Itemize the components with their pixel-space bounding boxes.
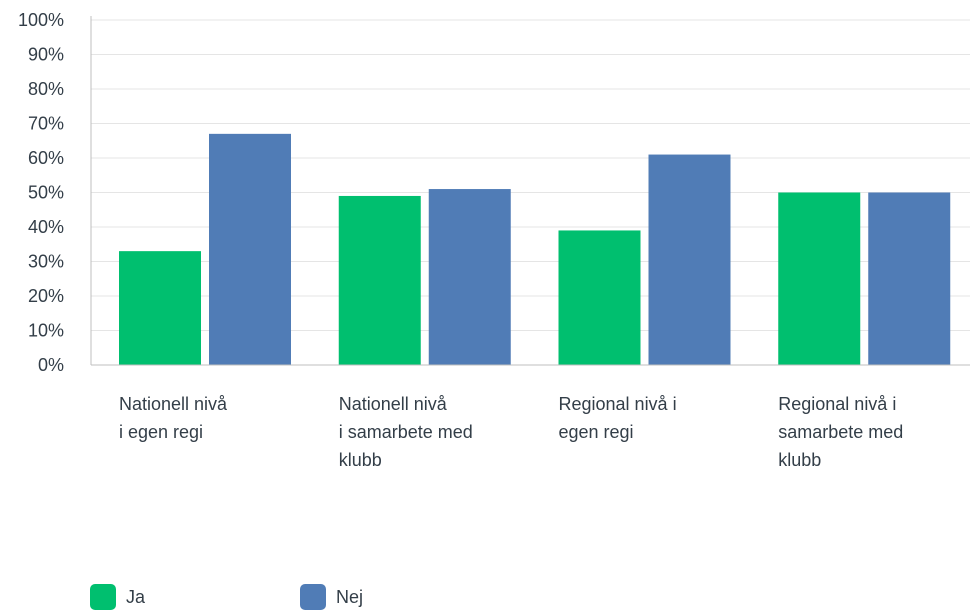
bar-ja-2 [338, 195, 421, 365]
bar-nej-4 [868, 192, 951, 365]
bar-ja-4 [778, 192, 861, 365]
bar-ja-3 [558, 230, 641, 365]
y-axis-ticks: 0% 10% 20% 30% 40% 50% 60% 70% 80% 90% 100% [18, 10, 64, 375]
y-tick-label: 30% [28, 252, 64, 272]
legend-item-nej: Nej [300, 584, 363, 610]
x-category-label: Regional nivå i egen regi [559, 394, 677, 442]
legend-swatch-nej [300, 584, 326, 610]
bars [119, 133, 951, 365]
y-tick-label: 20% [28, 286, 64, 306]
y-tick-label: 40% [28, 217, 64, 237]
legend-label-nej: Nej [336, 586, 364, 607]
bar-nej-3 [648, 154, 731, 365]
legend-label-ja: Ja [126, 586, 146, 607]
y-tick-label: 80% [28, 79, 64, 99]
y-tick-label: 0% [38, 355, 64, 375]
bar-nej-2 [428, 189, 511, 365]
y-tick-label: 50% [28, 183, 64, 203]
x-category-label: Nationell nivå i samarbete med klubb [339, 394, 473, 470]
y-tick-label: 100% [18, 10, 64, 30]
legend-swatch-ja [90, 584, 116, 610]
bar-nej-1 [209, 133, 291, 365]
x-axis-categories: Nationell nivå i egen regi Nationell nivå i… [119, 394, 903, 470]
x-category-label: Regional nivå i samarbete med klubb [778, 394, 903, 470]
legend-item-ja: Ja [90, 584, 145, 610]
y-tick-label: 60% [28, 148, 64, 168]
bar-ja-1 [119, 251, 201, 365]
y-tick-label: 10% [28, 321, 64, 341]
y-tick-label: 70% [28, 114, 64, 134]
x-category-label: Nationell nivå i egen regi [119, 394, 228, 442]
y-tick-label: 90% [28, 45, 64, 65]
